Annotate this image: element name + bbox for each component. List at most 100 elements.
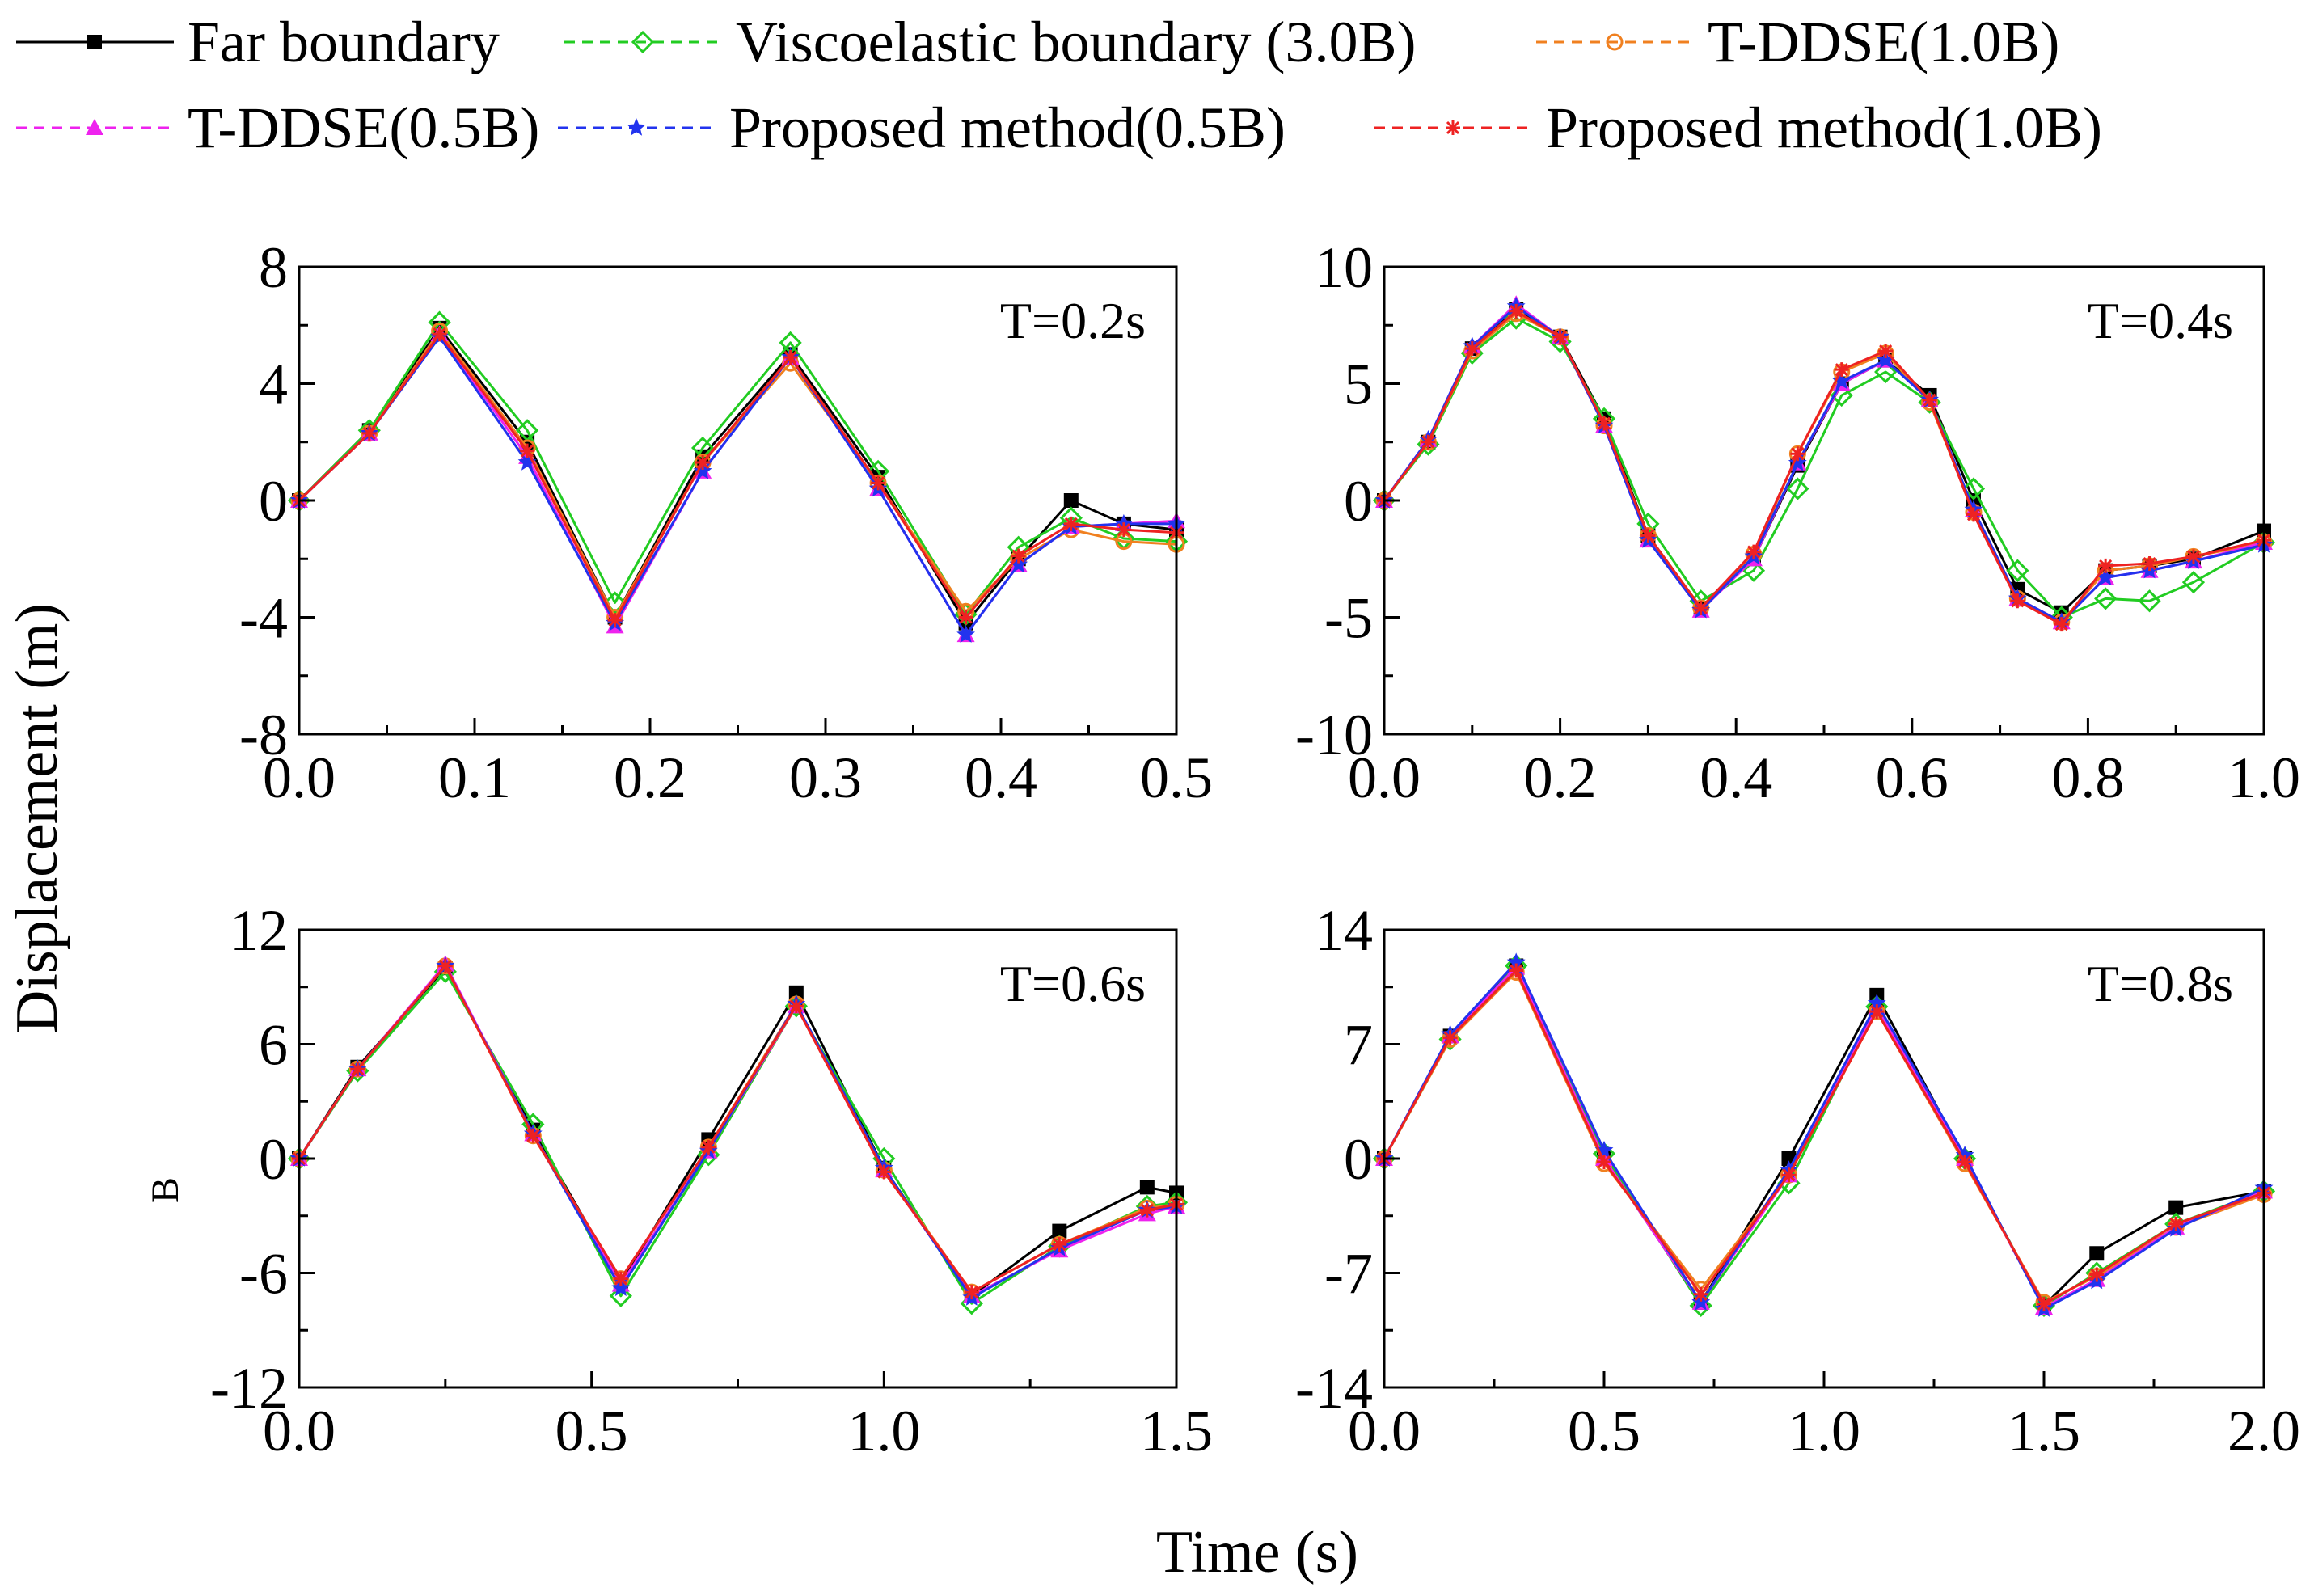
data-point xyxy=(607,613,623,628)
panel-label: T=0.6s xyxy=(1000,955,1146,1012)
y-axis-title: Displacement (m) xyxy=(4,603,70,1033)
series-line xyxy=(298,966,1177,1298)
x-tick-label: 0.5 xyxy=(1568,1399,1640,1463)
y-tick-label: 5 xyxy=(1344,353,1373,417)
data-point xyxy=(1421,434,1436,450)
data-point xyxy=(2185,549,2201,564)
data-point xyxy=(1922,392,1937,407)
data-point xyxy=(2010,593,2025,609)
legend-marker-circle xyxy=(1606,33,1624,51)
data-point xyxy=(1052,1223,1067,1239)
data-point xyxy=(1464,341,1480,357)
panel-t-0-2s: 0.0 0.1 0.2 0.3 0.4 0.5 8 4 0 -4 -8 T=0.2s xyxy=(239,235,1213,810)
data-point xyxy=(2037,1296,2051,1311)
data-point xyxy=(1116,522,1131,538)
legend-item-proposed-method-0-5b: Proposed method(0.5B) xyxy=(558,95,1286,160)
legend-marker-diamond xyxy=(631,30,655,54)
data-point xyxy=(2054,617,2069,632)
x-tick-label: 0.2 xyxy=(1524,745,1597,810)
data-point xyxy=(1552,329,1568,344)
data-point xyxy=(1693,1286,1708,1302)
legend-label: Proposed method(0.5B) xyxy=(729,95,1286,160)
series-t-ddse-1-0b xyxy=(1375,964,2273,1311)
series-line xyxy=(298,330,1177,619)
data-point xyxy=(520,443,535,458)
data-point xyxy=(361,425,377,441)
y-tick-label: -14 xyxy=(1295,1356,1373,1421)
legend-label: T-DDSE(0.5B) xyxy=(188,95,539,160)
data-point xyxy=(613,1271,628,1286)
data-point xyxy=(1509,963,1524,978)
data-point xyxy=(1011,548,1026,564)
legend-item-viscoelastic-boundary-3-0b: Viscoelastic boundary (3.0B) xyxy=(564,10,1416,74)
legend-label: Far boundary xyxy=(188,10,500,74)
panels: 0.0 0.1 0.2 0.3 0.4 0.5 8 4 0 -4 -8 T=0.2s 0.0 0.2 0.4… xyxy=(210,235,2300,1463)
y-tick-label: -10 xyxy=(1295,703,1373,767)
data-point xyxy=(695,455,711,471)
y-tick-label: 0 xyxy=(259,1127,288,1192)
data-point xyxy=(1009,555,1028,573)
series-line xyxy=(298,963,1177,1298)
series-line xyxy=(1383,312,2265,623)
y-tick-label: 10 xyxy=(1315,235,1373,300)
x-tick-label: 0.8 xyxy=(2051,745,2124,810)
data-point xyxy=(603,591,627,614)
data-point xyxy=(701,1139,716,1155)
legend-item-t-ddse-1-0b: T-DDSE(1.0B) xyxy=(1536,10,2059,74)
data-point xyxy=(2138,589,2161,613)
x-tick-label: 2.0 xyxy=(2227,1399,2300,1463)
x-tick-label: 1.5 xyxy=(1140,1399,1213,1463)
data-point xyxy=(2098,558,2113,573)
data-point xyxy=(1790,446,1805,462)
data-point xyxy=(2168,1216,2184,1231)
y-tick-label: -6 xyxy=(239,1242,288,1307)
data-point xyxy=(1957,1155,1973,1170)
x-tick-label: 1.5 xyxy=(2008,1399,2080,1463)
panel-t-0-4s: 0.0 0.2 0.4 0.6 0.8 1.0 10 5 0 -5 -10 T=0.4s xyxy=(1295,235,2300,810)
data-point xyxy=(1878,344,1894,359)
y-tick-label: 4 xyxy=(259,353,288,417)
data-point xyxy=(1063,493,1079,508)
series-line xyxy=(1383,966,2265,1309)
data-point xyxy=(1832,371,1852,390)
series-line xyxy=(298,332,1177,636)
data-point xyxy=(2089,1246,2105,1261)
data-point xyxy=(1509,303,1524,319)
y-tick-label: -12 xyxy=(210,1356,288,1421)
data-point xyxy=(1786,477,1809,500)
legend-label: Viscoelastic boundary (3.0B) xyxy=(736,10,1416,74)
x-tick-label: 0.2 xyxy=(614,745,686,810)
y-tick-label: 0 xyxy=(1344,469,1373,534)
legend-marker-triangle xyxy=(86,119,103,135)
data-point xyxy=(1742,559,1766,582)
series-line xyxy=(1383,969,2265,1306)
series-viscoelastic-boundary-3-0b xyxy=(1372,306,2276,629)
data-point xyxy=(437,958,453,973)
x-tick-label: 0.3 xyxy=(789,745,862,810)
data-point xyxy=(1689,1294,1712,1318)
y-tick-label: -4 xyxy=(239,586,288,651)
data-point xyxy=(2096,568,2115,586)
data-point xyxy=(1746,544,1761,559)
data-point xyxy=(693,461,712,479)
legend-item-far-boundary: Far boundary xyxy=(16,10,500,74)
y-tick-label: -5 xyxy=(1324,586,1373,651)
panel-t-0-8s: 0.0 0.5 1.0 1.5 2.0 14 7 0 -7 -14 T=0.8s xyxy=(1295,898,2300,1463)
series-line xyxy=(1383,310,2265,626)
data-point xyxy=(1139,1180,1155,1195)
series-line xyxy=(298,321,1177,616)
series-t-ddse-0-5b xyxy=(290,325,1185,643)
y-tick-label: 0 xyxy=(259,469,288,534)
series-viscoelastic-boundary-3-0b xyxy=(287,960,1189,1315)
data-point xyxy=(1869,1004,1885,1020)
series-t-ddse-1-0b xyxy=(1375,305,2273,631)
data-point xyxy=(2006,559,2029,582)
x-tick-label: 1.0 xyxy=(847,1399,920,1463)
panel-label: T=0.4s xyxy=(2088,292,2233,349)
data-point xyxy=(783,349,798,365)
x-tick-label: 0.5 xyxy=(555,1399,628,1463)
x-tick-label: 0.0 xyxy=(1348,745,1421,810)
series-line xyxy=(1383,305,2265,623)
data-point xyxy=(1781,1167,1797,1183)
series-line xyxy=(1383,961,2265,1311)
